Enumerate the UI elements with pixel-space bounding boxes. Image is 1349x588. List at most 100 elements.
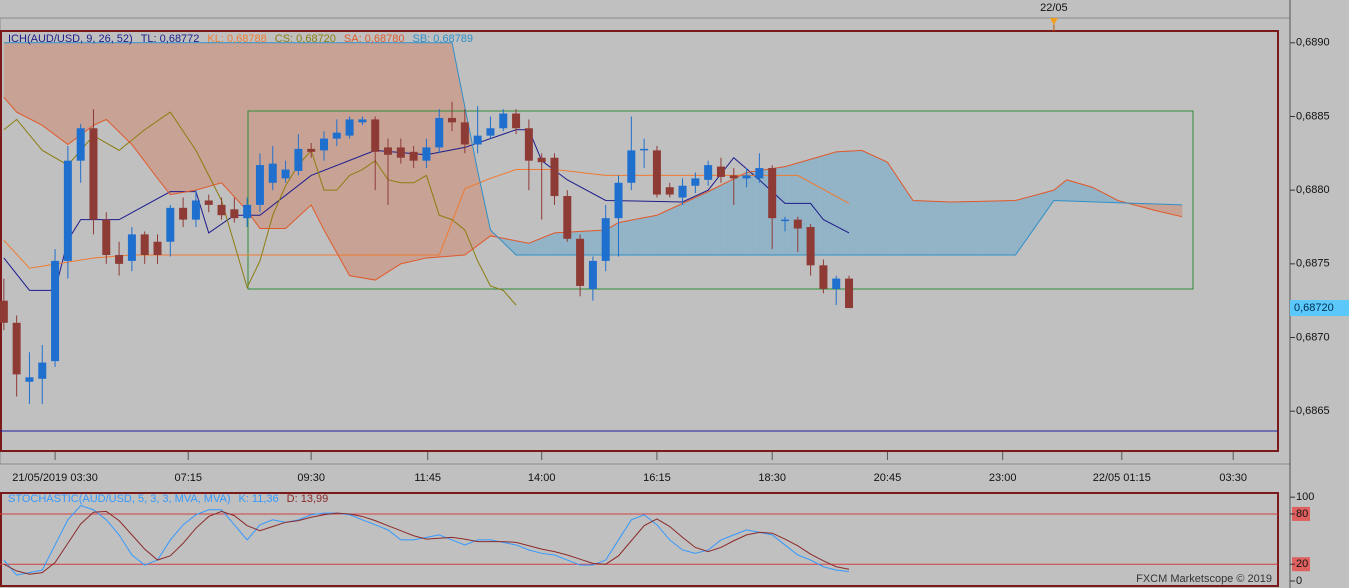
cloud bbox=[535, 238, 543, 255]
cloud bbox=[759, 169, 767, 255]
cloud bbox=[548, 232, 555, 255]
cloud bbox=[330, 42, 338, 253]
y-tick-label: 0,6875 bbox=[1296, 258, 1330, 270]
cloud bbox=[87, 42, 94, 131]
candle-body bbox=[268, 163, 277, 183]
cloud bbox=[362, 42, 370, 279]
cloud bbox=[528, 240, 536, 255]
candle-body bbox=[281, 169, 290, 179]
cloud bbox=[368, 42, 376, 281]
cloud bbox=[823, 153, 831, 255]
candle-body bbox=[588, 260, 597, 289]
cloud bbox=[676, 203, 683, 255]
indicator-line bbox=[3, 111, 517, 306]
cloud bbox=[829, 151, 837, 255]
footer: FXCM Marketscope © 2019 bbox=[1136, 573, 1272, 585]
y-tick-label: 0,6885 bbox=[1296, 110, 1330, 122]
cloud bbox=[849, 150, 856, 255]
cloud bbox=[861, 150, 869, 255]
y-tick-label: 20 bbox=[1296, 558, 1308, 570]
cloud bbox=[195, 42, 203, 191]
cloud bbox=[1041, 191, 1048, 219]
y-tick-label: 0,6880 bbox=[1296, 184, 1330, 196]
candle-body bbox=[179, 207, 188, 220]
legend-entry: SB: 0,68789 bbox=[412, 33, 473, 45]
candle-body bbox=[460, 122, 469, 145]
candle-body bbox=[127, 234, 136, 261]
cloud bbox=[16, 42, 24, 116]
candle-body bbox=[640, 148, 649, 151]
candle-body bbox=[166, 207, 175, 242]
candle-body bbox=[614, 182, 623, 219]
candle-body bbox=[499, 113, 508, 129]
candle-body bbox=[89, 128, 98, 220]
cloud bbox=[1162, 204, 1170, 214]
stochastic-panel bbox=[0, 492, 1279, 587]
candle-body bbox=[51, 260, 60, 362]
candle-body bbox=[217, 204, 226, 216]
x-tick-label: 20:45 bbox=[874, 472, 902, 484]
candle-body bbox=[435, 117, 444, 148]
cloud bbox=[189, 42, 197, 192]
cloud bbox=[112, 42, 120, 132]
cloud bbox=[1175, 204, 1183, 217]
candle-body bbox=[102, 219, 111, 255]
candle-body bbox=[0, 300, 8, 323]
cloud bbox=[996, 200, 1004, 255]
last-price-box bbox=[1290, 300, 1349, 317]
cloud bbox=[906, 190, 914, 255]
cloud bbox=[61, 42, 69, 145]
level-label-box bbox=[1292, 557, 1310, 572]
cloud bbox=[784, 164, 792, 255]
cloud bbox=[637, 217, 645, 255]
cloud bbox=[119, 42, 126, 139]
x-tick-label: 07:15 bbox=[174, 472, 202, 484]
candle-body bbox=[153, 241, 162, 255]
candle-body bbox=[255, 165, 264, 205]
legend-entry: SA: 0,68780 bbox=[344, 33, 405, 45]
cloud bbox=[688, 197, 696, 255]
x-tick-label: 23:00 bbox=[989, 472, 1017, 484]
cloud bbox=[170, 42, 178, 195]
indicator-line bbox=[3, 42, 1182, 256]
cloud bbox=[989, 200, 997, 255]
cloud bbox=[714, 185, 722, 255]
candle-body bbox=[25, 377, 34, 382]
cloud bbox=[964, 201, 972, 255]
x-tick-label: 18:30 bbox=[758, 472, 786, 484]
cloud bbox=[836, 151, 844, 255]
candle-body bbox=[704, 165, 713, 180]
cloud bbox=[900, 181, 908, 255]
cloud bbox=[432, 42, 440, 258]
y-tick-label: 80 bbox=[1296, 508, 1308, 520]
candle-body bbox=[307, 148, 316, 152]
cloud bbox=[80, 42, 88, 135]
cloud bbox=[234, 42, 242, 204]
cloud bbox=[298, 42, 306, 217]
cloud bbox=[240, 42, 248, 211]
legend-entry: D: 13,99 bbox=[287, 493, 329, 505]
cloud bbox=[266, 42, 274, 229]
candle-body bbox=[486, 128, 495, 136]
cloud bbox=[336, 42, 344, 265]
cloud bbox=[893, 171, 901, 255]
cloud bbox=[285, 42, 293, 229]
cloud bbox=[355, 42, 363, 278]
cloud bbox=[23, 42, 30, 119]
candle-body bbox=[537, 157, 546, 163]
cloud bbox=[131, 42, 139, 153]
cloud bbox=[701, 191, 709, 255]
cloud bbox=[93, 42, 101, 126]
candle-body bbox=[409, 151, 418, 161]
candle-body bbox=[793, 219, 802, 229]
cloud bbox=[1156, 204, 1164, 213]
cloud bbox=[938, 201, 946, 255]
candle-body bbox=[243, 204, 252, 219]
cloud bbox=[663, 209, 671, 255]
cloud bbox=[1002, 200, 1010, 255]
cloud bbox=[35, 42, 43, 126]
candle-body bbox=[742, 175, 751, 179]
cloud bbox=[733, 175, 741, 255]
